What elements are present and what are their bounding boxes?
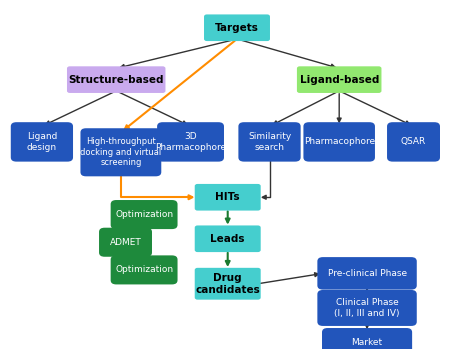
FancyBboxPatch shape bbox=[195, 184, 261, 211]
FancyBboxPatch shape bbox=[322, 328, 412, 353]
FancyBboxPatch shape bbox=[238, 122, 301, 162]
Text: Clinical Phase
(I, II, III and IV): Clinical Phase (I, II, III and IV) bbox=[334, 298, 400, 318]
FancyBboxPatch shape bbox=[67, 66, 165, 93]
Text: Optimization: Optimization bbox=[115, 265, 173, 274]
FancyBboxPatch shape bbox=[387, 122, 440, 162]
FancyBboxPatch shape bbox=[195, 268, 261, 300]
Text: High-throughput
docking and virtual
screening: High-throughput docking and virtual scre… bbox=[80, 137, 162, 167]
FancyBboxPatch shape bbox=[297, 66, 382, 93]
FancyBboxPatch shape bbox=[195, 226, 261, 252]
FancyBboxPatch shape bbox=[81, 128, 161, 176]
FancyBboxPatch shape bbox=[303, 122, 375, 162]
FancyBboxPatch shape bbox=[110, 255, 178, 285]
Text: QSAR: QSAR bbox=[401, 137, 426, 146]
FancyBboxPatch shape bbox=[318, 257, 417, 289]
Text: Ligand-based: Ligand-based bbox=[300, 74, 379, 85]
Text: Targets: Targets bbox=[215, 23, 259, 33]
FancyBboxPatch shape bbox=[110, 200, 178, 229]
FancyBboxPatch shape bbox=[204, 14, 270, 41]
Text: 3D
Pharmacophore: 3D Pharmacophore bbox=[155, 132, 226, 151]
Text: Ligand
design: Ligand design bbox=[27, 132, 57, 151]
FancyBboxPatch shape bbox=[99, 228, 152, 257]
FancyBboxPatch shape bbox=[318, 290, 417, 326]
Text: Similarity
search: Similarity search bbox=[248, 132, 291, 151]
Text: Drug
candidates: Drug candidates bbox=[195, 273, 260, 294]
Text: Market: Market bbox=[352, 338, 383, 347]
Text: HITs: HITs bbox=[215, 192, 240, 202]
Text: Structure-based: Structure-based bbox=[68, 74, 164, 85]
Text: Pharmacophore: Pharmacophore bbox=[304, 137, 375, 146]
FancyBboxPatch shape bbox=[11, 122, 73, 162]
Text: Optimization: Optimization bbox=[115, 210, 173, 219]
Text: ADMET: ADMET bbox=[109, 238, 141, 247]
FancyBboxPatch shape bbox=[157, 122, 224, 162]
Text: Pre-clinical Phase: Pre-clinical Phase bbox=[328, 269, 407, 278]
Text: Leads: Leads bbox=[210, 234, 245, 244]
